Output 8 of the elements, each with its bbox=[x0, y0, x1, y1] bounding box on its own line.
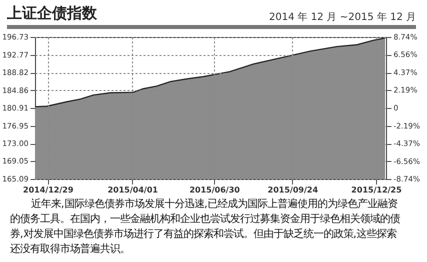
chart-title: 上证企债指数 bbox=[6, 4, 98, 22]
x-tick-label: 2015/04/01 bbox=[108, 186, 158, 194]
x-tick-label: 2014/12/29 bbox=[23, 186, 74, 194]
x-tick-label: 2015/09/24 bbox=[268, 186, 318, 194]
chart-subtitle: 2014 年 12 月 ~2015 年 12 月 bbox=[269, 11, 416, 23]
x-tick-label: 2015/06/30 bbox=[189, 186, 240, 194]
text: 近年来,国际绿色债券市场发展十分迅速,已经成为国际上普遍使用的为绿色产业融资的债务工具。在国内，一些金融机构和企业也尝试发行过募集资金用于绿色相关领域的债券,对发展中国绿色债券市场进行了有益的探索和尝试。但由于缺乏统一的政策,这些探索还没有取得市场普遍共识。 bbox=[10, 198, 400, 255]
x-tick-label: 2015/12/25 bbox=[351, 186, 402, 194]
